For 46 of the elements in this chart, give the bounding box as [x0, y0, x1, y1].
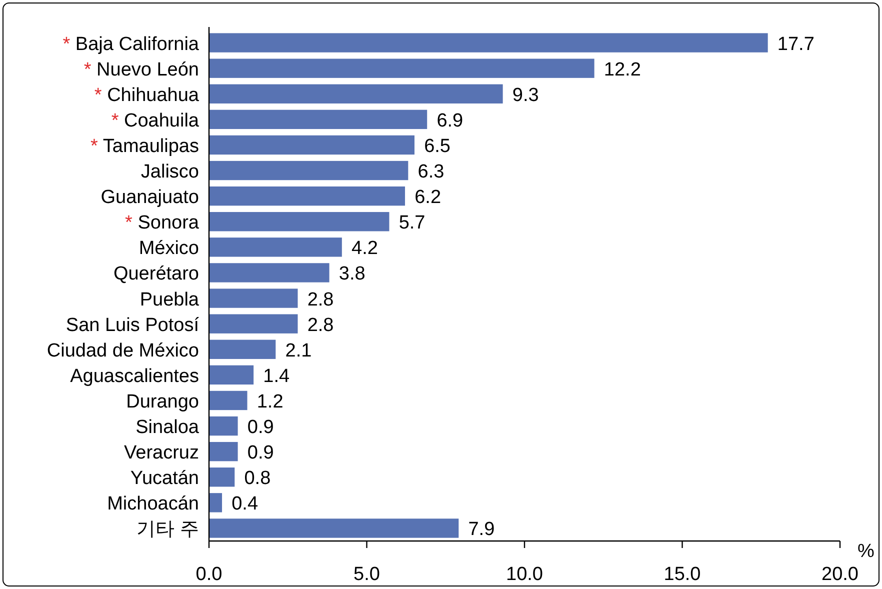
y-tick-label: * Coahuila — [111, 110, 200, 132]
x-tick-label: 10.0 — [506, 564, 543, 585]
x-axis-title: % — [858, 541, 875, 562]
y-tick-label: Veracruz — [124, 442, 199, 464]
data-label: 17.7 — [777, 34, 814, 55]
y-tick-label: * Sonora — [125, 212, 200, 234]
y-tick-label: 기타 주 — [136, 519, 199, 540]
data-label: 3.8 — [338, 264, 366, 285]
y-tick-label: Querétaro — [113, 264, 199, 285]
y-tick-label: Yucatán — [130, 468, 199, 490]
x-tick-label: 0.0 — [196, 564, 222, 585]
y-tick-label: México — [138, 238, 199, 260]
y-tick-label: San Luis Potosí — [66, 314, 200, 336]
data-label: 0.4 — [232, 494, 258, 515]
x-tick-label: 20.0 — [822, 564, 858, 585]
data-label: 5.7 — [398, 212, 426, 234]
y-tick-label: Guanajuato — [100, 187, 199, 208]
data-label: 7.9 — [468, 519, 495, 540]
x-tick-label: 5.0 — [354, 564, 380, 585]
y-tick-label: Puebla — [140, 289, 200, 310]
y-tick-label: * Tamaulipas — [90, 136, 199, 157]
y-tick-label: Michoacán — [107, 494, 199, 515]
data-label: 0.9 — [247, 442, 274, 464]
y-tick-label: Ciudad de México — [46, 340, 199, 362]
y-tick-label: Durango — [126, 391, 199, 412]
data-label: 6.9 — [436, 110, 464, 132]
data-label: 1.2 — [256, 391, 284, 412]
x-tick-label: 15.0 — [664, 564, 701, 585]
y-tick-label: * Baja California — [62, 34, 200, 55]
y-tick-label: * Chihuahua — [94, 84, 200, 106]
data-label: 12.2 — [604, 59, 641, 80]
data-label: 0.8 — [244, 468, 271, 490]
data-label: 9.3 — [512, 84, 539, 106]
data-label: 6.2 — [414, 187, 442, 208]
data-label: 2.1 — [285, 340, 312, 362]
y-tick-label: * Nuevo León — [84, 59, 199, 80]
data-label: 2.8 — [307, 314, 334, 336]
data-label: 4.2 — [352, 238, 378, 260]
y-tick-label: Jalisco — [140, 162, 199, 183]
y-tick-label: Aguascalientes — [70, 366, 199, 387]
data-label: 1.4 — [263, 366, 290, 387]
data-label: 6.5 — [424, 136, 450, 157]
y-tick-label: Sinaloa — [136, 417, 200, 438]
data-label: 6.3 — [418, 162, 444, 183]
data-label: 2.8 — [307, 289, 334, 310]
data-label: 0.9 — [247, 417, 274, 438]
